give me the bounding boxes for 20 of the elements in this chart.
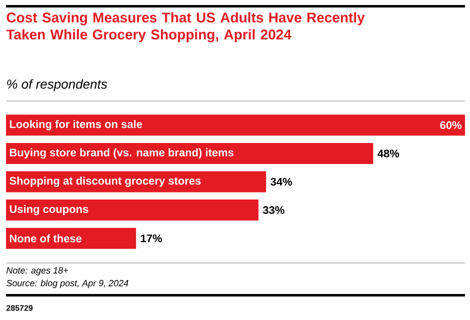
chart-subtitle: % of respondents xyxy=(7,79,108,92)
chart-title: Cost Saving Measures That US Adults Have Recently Taken While Grocery Shopping, April 2024 xyxy=(6,12,365,42)
bar xyxy=(6,171,266,192)
data-label: 17% xyxy=(140,234,162,242)
data-label: 34% xyxy=(270,178,292,186)
y-tick-label: Looking for items on sale xyxy=(10,120,142,130)
text: 285729 xyxy=(6,305,33,311)
y-tick-label: Shopping at discount grocery stores xyxy=(10,176,201,187)
text: Note: ages 18+ xyxy=(6,267,68,276)
data-label: 60% xyxy=(440,121,462,130)
y-tick-label: Using coupons xyxy=(10,204,88,216)
y-tick-label: None of these xyxy=(10,234,82,242)
bar xyxy=(6,228,136,249)
y-tick-label: Buying store brand (vs. name brand) items xyxy=(10,148,234,159)
bar xyxy=(6,200,258,221)
data-label: 33% xyxy=(262,206,284,214)
source-note: Source: blog post, Apr 9, 2024 xyxy=(6,280,128,288)
data-label: 48% xyxy=(378,150,400,158)
bar xyxy=(6,142,374,164)
bar xyxy=(6,114,465,136)
